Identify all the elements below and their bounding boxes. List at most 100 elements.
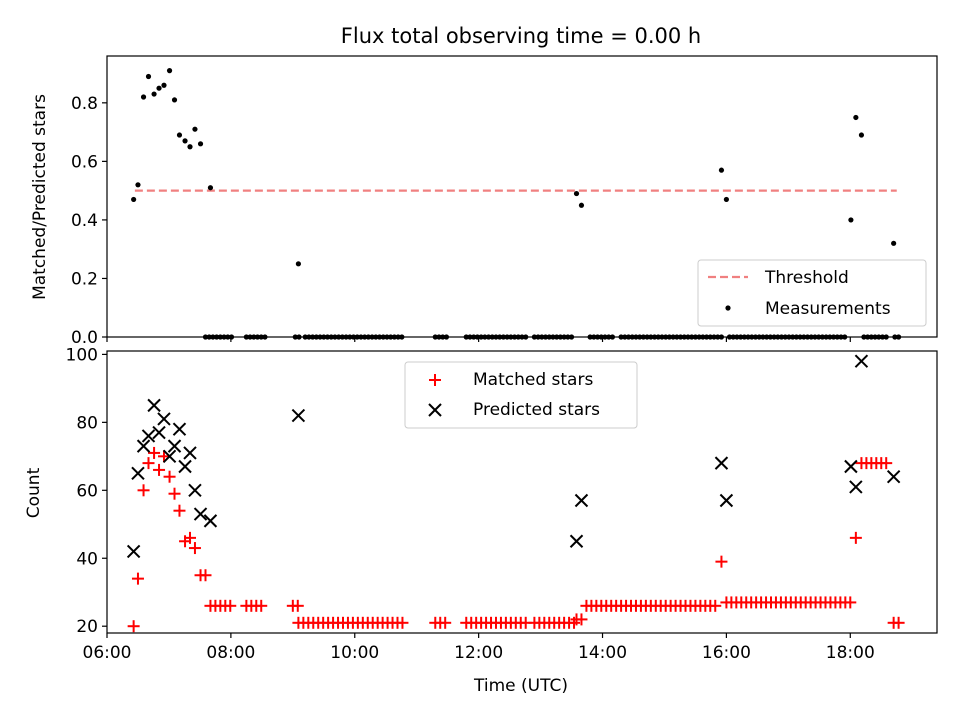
measurement-point bbox=[140, 94, 147, 100]
measurement-point bbox=[131, 196, 137, 203]
matched-star-point bbox=[255, 599, 268, 612]
legend-predicted-label: Predicted stars bbox=[473, 400, 600, 420]
bottom-axes-frame bbox=[106, 350, 938, 634]
x-stroke-b bbox=[178, 459, 192, 474]
matched-star-point bbox=[709, 599, 722, 612]
measurement-point bbox=[891, 240, 897, 246]
bottom-xtick-label: 10:00 bbox=[330, 643, 379, 663]
bottom-ytick-label: 100 bbox=[66, 345, 98, 365]
bottom-xtick-label: 06:00 bbox=[83, 643, 132, 663]
top-ytick-label: 0.6 bbox=[71, 152, 98, 172]
bottom-ytick-label: 20 bbox=[76, 617, 98, 637]
matched-star-point bbox=[199, 569, 212, 582]
bottom-ytick-label: 80 bbox=[76, 413, 98, 433]
measurement-point bbox=[135, 182, 141, 188]
legend-threshold-label: Threshold bbox=[764, 268, 849, 288]
top-axes-frame bbox=[106, 55, 938, 338]
predicted-star-point bbox=[844, 459, 858, 474]
legend-predicted-swatch bbox=[428, 403, 442, 417]
measurement-point bbox=[853, 114, 859, 121]
bottom-ytick-label: 40 bbox=[76, 549, 98, 569]
x-stroke-b bbox=[203, 514, 218, 528]
measurement-point bbox=[197, 141, 204, 147]
top-legend-frame bbox=[697, 259, 927, 327]
predicted-star-point bbox=[172, 422, 187, 436]
matched-star-point bbox=[188, 542, 201, 555]
predicted-star-point bbox=[126, 544, 141, 559]
measurement-point bbox=[156, 85, 162, 91]
x-stroke-b bbox=[188, 483, 202, 498]
matched-star-point bbox=[142, 457, 155, 470]
predicted-star-point bbox=[188, 483, 202, 498]
x-stroke-b bbox=[291, 408, 306, 423]
bottom-ytick-label: 60 bbox=[76, 481, 98, 501]
predicted-star-point bbox=[136, 439, 151, 453]
top-plot-marks bbox=[131, 68, 902, 340]
matched-star-point bbox=[844, 596, 857, 609]
measurement-point bbox=[151, 91, 157, 97]
matched-star-point bbox=[880, 457, 893, 470]
x-stroke-b bbox=[574, 493, 589, 508]
bottom-xlabel: Time (UTC) bbox=[473, 676, 568, 696]
matched-star-point bbox=[153, 463, 166, 476]
x-stroke-b bbox=[136, 439, 151, 453]
predicted-star-point bbox=[569, 534, 584, 548]
predicted-star-point bbox=[854, 354, 869, 368]
bottom-xtick-label: 18:00 bbox=[826, 643, 875, 663]
x-stroke-b bbox=[126, 544, 141, 559]
predicted-star-point bbox=[203, 514, 218, 528]
predicted-star-point bbox=[147, 398, 161, 413]
matched-star-point bbox=[127, 620, 140, 633]
bottom-legend-frame bbox=[404, 361, 638, 429]
measurement-point bbox=[718, 167, 725, 173]
predicted-star-point bbox=[157, 412, 171, 426]
measurement-point bbox=[295, 261, 301, 267]
x-stroke-b bbox=[849, 480, 863, 494]
legend-matched-swatch bbox=[429, 374, 441, 386]
x-stroke-b bbox=[141, 429, 156, 443]
predicted-star-point bbox=[719, 493, 734, 508]
bottom-legend: Matched stars Predicted stars bbox=[404, 361, 638, 429]
predicted-star-point bbox=[886, 470, 901, 484]
x-stroke-b bbox=[183, 446, 197, 460]
measurement-point bbox=[578, 202, 585, 208]
matched-star-point bbox=[396, 616, 409, 629]
x-stroke-b bbox=[131, 466, 145, 481]
measurement-point bbox=[161, 82, 167, 88]
predicted-star-point bbox=[291, 408, 306, 423]
matched-star-point bbox=[291, 599, 304, 612]
top-legend: Threshold Measurements bbox=[697, 259, 927, 327]
predicted-star-point bbox=[178, 459, 192, 474]
x-stroke-b bbox=[886, 470, 901, 484]
x-stroke-b bbox=[157, 412, 171, 426]
predicted-star-point bbox=[167, 439, 182, 453]
top-ytick-label: 0.4 bbox=[71, 211, 98, 231]
figure-title: Flux total observing time = 0.00 h bbox=[341, 24, 701, 48]
top-ylabel: Matched/Predicted stars bbox=[30, 94, 50, 300]
matched-star-point bbox=[131, 572, 144, 585]
matched-star-point bbox=[575, 613, 588, 626]
x-stroke-b bbox=[147, 398, 161, 413]
matched-star-point bbox=[148, 446, 161, 459]
matched-star-point bbox=[849, 531, 862, 544]
matched-star-point bbox=[168, 487, 181, 500]
x-stroke-b bbox=[854, 354, 869, 368]
bottom-xtick-label: 14:00 bbox=[578, 643, 627, 663]
matched-star-point bbox=[184, 531, 196, 544]
matched-star-point bbox=[173, 504, 186, 517]
measurement-point bbox=[573, 190, 580, 197]
predicted-star-point bbox=[193, 507, 208, 521]
predicted-star-point bbox=[152, 425, 166, 440]
legend-matched-label: Matched stars bbox=[473, 370, 593, 390]
matched-star-point bbox=[892, 616, 905, 629]
predicted-star-point bbox=[714, 456, 729, 470]
measurement-point bbox=[192, 126, 198, 132]
legend-measurements-label: Measurements bbox=[765, 299, 891, 319]
measurement-point bbox=[723, 196, 730, 203]
predicted-star-point bbox=[162, 449, 177, 464]
predicted-star-point bbox=[131, 466, 145, 481]
x-stroke-b bbox=[719, 493, 734, 508]
measurement-point bbox=[848, 217, 854, 223]
measurement-point bbox=[171, 97, 178, 103]
predicted-star-point bbox=[183, 446, 197, 460]
